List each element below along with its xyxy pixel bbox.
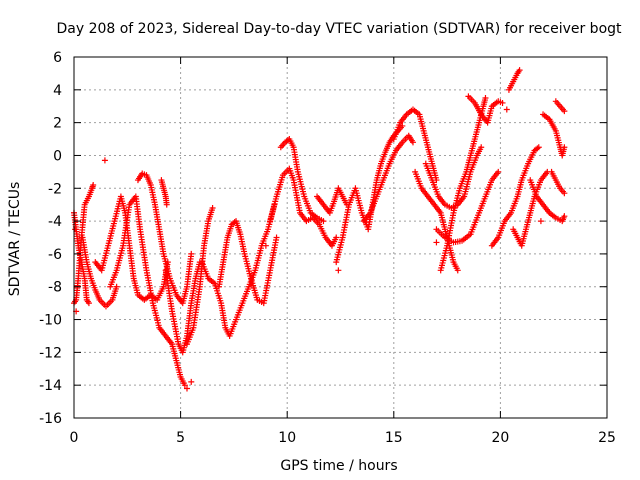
data-point — [183, 385, 190, 392]
y-tick-label: -14 — [39, 378, 62, 394]
x-tick-label: 0 — [70, 430, 79, 446]
data-point — [433, 239, 440, 246]
y-tick-label: 2 — [53, 116, 62, 132]
y-tick-label: -10 — [39, 313, 62, 329]
data-point — [335, 267, 342, 274]
x-tick-label: 10 — [278, 430, 296, 446]
data-point — [516, 67, 523, 74]
y-axis-label: SDTVAR / TECUs — [7, 182, 23, 297]
y-tick-label: -4 — [48, 214, 62, 230]
x-tick-label: 25 — [598, 430, 616, 446]
data-point — [535, 144, 542, 151]
x-tick-label: 20 — [491, 430, 509, 446]
y-tick-label: 6 — [53, 50, 62, 66]
y-tick-label: -12 — [39, 345, 62, 361]
data-point — [188, 378, 195, 385]
axis-ticks: 0 5 10 15 20 25 -16 -14 -12 -10 -8 -6 -4 -2 0 2 4 6 — [39, 50, 616, 446]
data-point — [561, 144, 568, 151]
data-point — [399, 122, 406, 129]
data-point — [72, 226, 79, 233]
data-point — [561, 108, 568, 115]
data-point — [454, 267, 461, 274]
x-tick-label: 5 — [176, 430, 185, 446]
y-tick-label: 0 — [53, 148, 62, 164]
data-point — [101, 157, 108, 164]
data-point — [409, 139, 416, 146]
data-point — [209, 204, 216, 211]
x-tick-label: 15 — [385, 430, 403, 446]
data-point — [188, 250, 195, 257]
data-point — [561, 213, 568, 220]
y-tick-label: -6 — [48, 247, 62, 263]
chart-title: Day 208 of 2023, Sidereal Day-to-day VTE… — [56, 21, 622, 37]
plot-frame — [73, 56, 608, 419]
data-point — [333, 234, 340, 241]
data-point — [163, 201, 170, 208]
y-tick-label: -2 — [48, 181, 62, 197]
data-point — [320, 218, 327, 225]
y-tick-label: -8 — [48, 280, 62, 296]
data-point — [85, 300, 92, 307]
data-point — [482, 95, 489, 102]
data-point — [495, 168, 502, 175]
data-point — [537, 218, 544, 225]
data-point — [113, 283, 120, 290]
data-point — [273, 234, 280, 241]
data-point — [262, 242, 269, 249]
y-tick-label: 4 — [53, 83, 62, 99]
data-point — [90, 181, 97, 188]
x-axis-label: GPS time / hours — [280, 458, 397, 474]
data-point — [561, 190, 568, 197]
data-points — [71, 67, 568, 392]
data-point — [181, 382, 188, 389]
y-tick-label: -16 — [39, 411, 62, 427]
data-point — [503, 106, 510, 113]
data-point — [499, 99, 506, 106]
data-point — [478, 144, 485, 151]
